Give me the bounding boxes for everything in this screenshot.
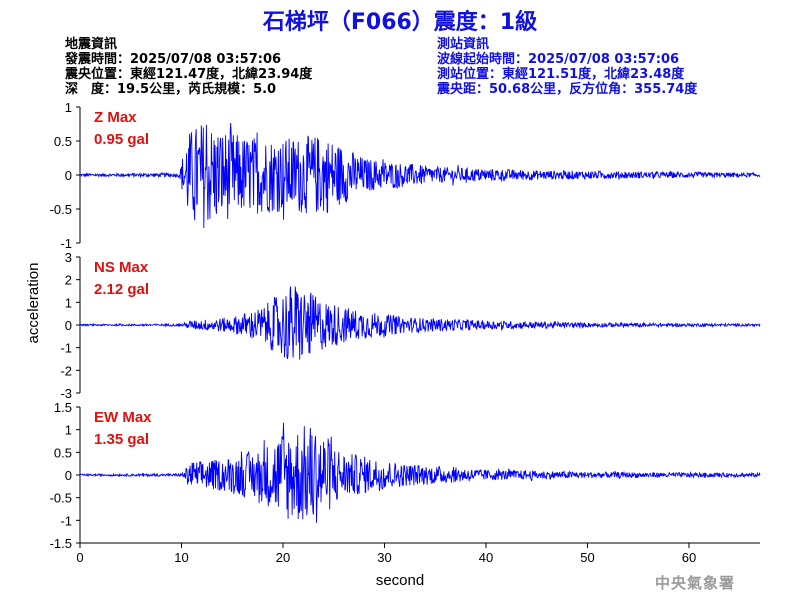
y-tick-label: -0.5 <box>50 202 72 217</box>
epicentral-distance-azimuth: 震央距：50.68公里，反方位角：355.74度 <box>437 82 698 97</box>
y-tick-label: -3 <box>60 386 72 401</box>
y-tick-label: 1 <box>65 295 72 310</box>
y-tick-label: 0 <box>65 468 72 483</box>
origin-time: 發震時間：2025/07/08 03:57:06 <box>65 52 282 67</box>
max-value-ew: 1.35 gal <box>94 431 149 448</box>
y-tick-label: -1 <box>60 341 72 356</box>
max-label-ew: EW Max <box>94 409 152 426</box>
wave-start-time: 波線起始時間：2025/07/08 03:57:06 <box>437 52 680 67</box>
y-tick-label: 0.5 <box>54 445 72 460</box>
y-tick-label: -1 <box>60 513 72 528</box>
y-tick-label: -1.5 <box>50 536 72 551</box>
x-tick-label: 30 <box>377 550 391 565</box>
x-tick-label: 10 <box>174 550 188 565</box>
y-tick-label: -2 <box>60 363 72 378</box>
y-tick-label: 1 <box>65 100 72 115</box>
y-tick-label: 0 <box>65 168 72 183</box>
y-tick-label: 3 <box>65 250 72 265</box>
max-label-ns: NS Max <box>94 259 149 276</box>
y-tick-label: -0.5 <box>50 491 72 506</box>
y-tick-label: 1 <box>65 423 72 438</box>
y-axis-label: acceleration <box>25 263 42 344</box>
y-tick-label: 0 <box>65 318 72 333</box>
max-value-z: 0.95 gal <box>94 131 149 148</box>
x-tick-label: 60 <box>682 550 696 565</box>
epicenter-location: 震央位置：東經121.47度，北緯23.94度 <box>65 67 313 82</box>
x-tick-label: 20 <box>276 550 290 565</box>
station-location: 測站位置：東經121.51度，北緯23.48度 <box>437 67 685 82</box>
waveform-trace-ns <box>79 286 761 360</box>
waveform-trace-ew <box>79 422 761 523</box>
y-tick-label: 1.5 <box>54 400 72 415</box>
y-tick-label: 0.5 <box>54 134 72 149</box>
chart-title: 石梯坪（F066）震度：1級 <box>262 10 538 35</box>
waveform-trace-z <box>80 122 761 229</box>
depth-magnitude: 深 度：19.5公里，芮氏規模：5.0 <box>65 82 277 97</box>
earthquake-info-panel: 地震資訊 發震時間：2025/07/08 03:57:06 震央位置：東經121… <box>65 37 312 97</box>
station-info-panel: 測站資訊 波線起始時間：2025/07/08 03:57:06 測站位置：東經1… <box>437 37 697 97</box>
agency-watermark: 中央氣象署 <box>655 574 736 592</box>
max-value-ns: 2.12 gal <box>94 281 149 298</box>
x-tick-label: 0 <box>76 550 83 565</box>
station-info-heading: 測站資訊 <box>437 37 490 52</box>
x-axis-label: second <box>376 572 424 589</box>
y-tick-label: 2 <box>65 273 72 288</box>
x-tick-label: 40 <box>479 550 493 565</box>
x-tick-label: 50 <box>580 550 594 565</box>
max-label-z: Z Max <box>94 109 137 126</box>
earthquake-info-heading: 地震資訊 <box>65 37 118 52</box>
y-tick-label: -1 <box>60 236 72 251</box>
